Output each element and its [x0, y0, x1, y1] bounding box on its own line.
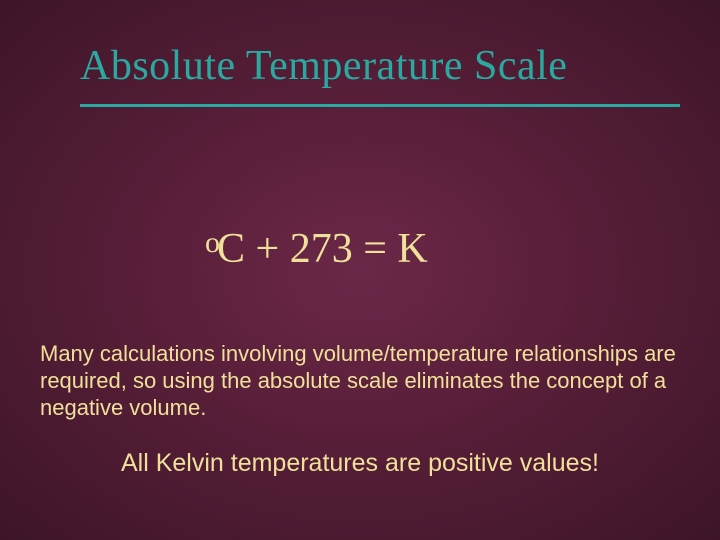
title-underline: [80, 104, 680, 107]
title-area: Absolute Temperature Scale: [0, 0, 720, 107]
centered-statement: All Kelvin temperatures are positive val…: [0, 449, 720, 478]
slide-title: Absolute Temperature Scale: [80, 42, 680, 90]
equation-block: oC + 273 = K: [0, 225, 720, 273]
equation-text: oC + 273 = K: [205, 226, 428, 272]
body-paragraph: Many calculations involving volume/tempe…: [0, 341, 720, 421]
equation-main: C + 273 = K: [217, 226, 428, 272]
